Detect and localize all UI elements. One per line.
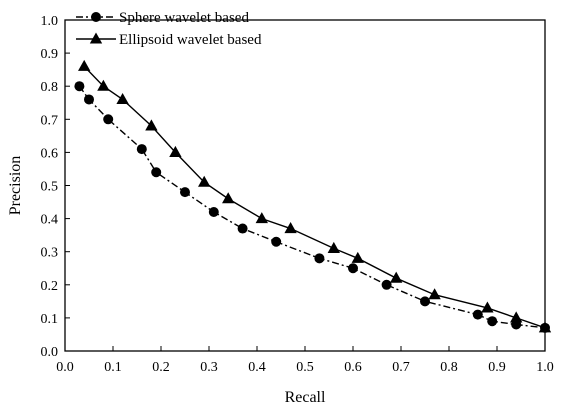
data-point: [222, 192, 235, 204]
y-tick-label: 0.5: [41, 180, 59, 195]
data-point: [390, 271, 403, 283]
data-point: [97, 79, 110, 91]
data-point: [78, 59, 91, 71]
data-point: [284, 222, 297, 234]
data-point: [136, 144, 147, 155]
x-tick-label: 1.0: [536, 360, 554, 375]
y-tick-label: 0.6: [41, 146, 59, 161]
y-tick-label: 1.0: [41, 14, 59, 29]
legend-entry-1: Sphere wavelet based: [76, 10, 249, 26]
data-point: [198, 175, 211, 187]
y-tick-label: 0.9: [41, 47, 59, 62]
x-tick-label: 0.9: [488, 360, 506, 375]
series-2: [78, 59, 552, 333]
legend-label: Sphere wavelet based: [119, 10, 249, 26]
data-point: [481, 301, 494, 313]
y-tick-label: 0.4: [41, 213, 59, 228]
y-tick-label: 0.3: [41, 246, 59, 261]
data-point: [116, 92, 129, 104]
data-point: [169, 145, 182, 157]
x-tick-label: 0.1: [104, 360, 122, 375]
x-tick-label: 0.6: [344, 360, 362, 375]
data-point: [271, 236, 282, 247]
data-point: [381, 279, 392, 290]
legend-label: Ellipsoid wavelet based: [119, 32, 262, 48]
data-point: [420, 296, 430, 307]
axes: [64, 19, 546, 352]
x-tick-label: 0.5: [296, 360, 314, 375]
x-tick-label: 0.3: [200, 360, 218, 375]
data-point: [84, 94, 94, 105]
x-tick-label: 0.4: [248, 360, 266, 375]
data-point: [314, 253, 325, 264]
x-tick-label: 0.8: [440, 360, 458, 375]
data-point: [472, 309, 483, 320]
data-point: [180, 187, 190, 198]
legend-marker: [91, 12, 101, 22]
y-tick-label: 0.2: [41, 279, 59, 294]
y-tick-label: 0.1: [41, 312, 59, 327]
data-point: [327, 241, 340, 253]
series-line: [83, 65, 546, 329]
series-1: [74, 81, 550, 333]
legend-entry-2: Ellipsoid wavelet based: [76, 32, 262, 48]
data-point: [103, 114, 114, 125]
data-point: [237, 223, 248, 234]
legend: Sphere wavelet based Ellipsoid wavelet ba…: [76, 10, 262, 48]
y-tick-label: 0.8: [41, 80, 59, 95]
data-point: [510, 311, 523, 323]
series-layer: [74, 59, 552, 333]
data-point: [255, 212, 268, 224]
data-point: [351, 251, 364, 263]
x-tick-label: 0.2: [152, 360, 170, 375]
x-tick-label: 0.7: [392, 360, 410, 375]
legend-marker: [89, 32, 103, 44]
data-point: [208, 206, 219, 217]
series-line: [78, 85, 546, 329]
data-point: [74, 81, 85, 92]
data-point: [145, 119, 158, 131]
data-point: [538, 321, 552, 333]
x-tick-label: 0.0: [56, 360, 74, 375]
y-tick-label: 0.0: [41, 345, 59, 360]
data-point: [487, 316, 498, 327]
ticks: 0.0 0.1 0.2 0.3 0.4 0.5 0.6 0.7 0.8 0.9 1.0 0.0 0.1 0…: [41, 14, 554, 375]
data-point: [348, 263, 358, 274]
plot-frame: [64, 19, 546, 352]
data-point: [151, 167, 162, 178]
y-tick-label: 0.7: [41, 113, 59, 128]
y-axis-title: Precision: [7, 156, 24, 216]
x-axis-title: Recall: [285, 389, 326, 406]
data-point: [428, 288, 441, 300]
